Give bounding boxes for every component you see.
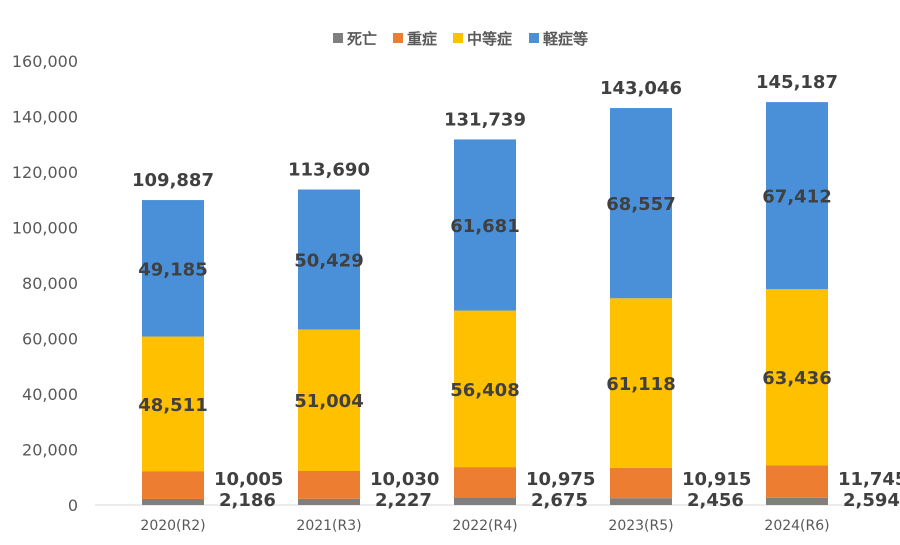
y-tick-label: 60,000: [22, 330, 78, 349]
x-tick-label: 2022(R4): [452, 518, 517, 534]
data-label: 10,975: [526, 469, 595, 490]
bar-segment-軽症等: [766, 102, 828, 290]
data-label: 10,030: [370, 469, 439, 490]
data-label: 2,675: [531, 490, 588, 511]
total-label: 143,046: [600, 78, 682, 99]
data-label: 68,557: [606, 194, 675, 215]
data-label: 2,456: [687, 490, 744, 511]
y-tick-label: 160,000: [12, 52, 78, 71]
legend-label: 中等症: [467, 30, 512, 48]
legend-label: 重症: [407, 30, 437, 48]
bar-segment-軽症等: [142, 200, 204, 337]
x-tick-label: 2023(R5): [608, 518, 673, 534]
x-tick-label: 2021(R3): [296, 518, 361, 534]
bar-segment-中等症: [610, 298, 672, 468]
bar-segment-死亡: [766, 497, 828, 505]
data-label: 56,408: [450, 380, 519, 401]
data-label: 61,118: [606, 374, 675, 395]
y-tick-label: 120,000: [12, 163, 78, 182]
x-tick-label: 2020(R2): [140, 518, 205, 534]
data-label: 63,436: [762, 368, 831, 389]
bar-segment-重症: [142, 471, 204, 499]
legend-swatch-中等症: [453, 33, 463, 43]
bar-segment-軽症等: [298, 189, 360, 330]
y-tick-label: 100,000: [12, 219, 78, 238]
x-tick-label: 2024(R6): [764, 518, 829, 534]
bar-segment-重症: [298, 470, 360, 499]
bar-segment-中等症: [298, 329, 360, 471]
data-label: 49,185: [138, 259, 207, 280]
data-label: 67,412: [762, 187, 831, 208]
legend-swatch-重症: [393, 33, 403, 43]
total-label: 109,887: [132, 170, 214, 191]
y-tick-label: 20,000: [22, 441, 78, 460]
data-label: 10,915: [682, 469, 751, 490]
bar-segment-重症: [610, 467, 672, 499]
data-label: 2,186: [219, 490, 276, 511]
bar-segment-死亡: [610, 498, 672, 505]
legend-label: 死亡: [347, 30, 377, 48]
bar-segment-死亡: [454, 497, 516, 505]
data-label: 11,745: [838, 469, 900, 490]
y-tick-label: 40,000: [22, 385, 78, 404]
bar-segment-重症: [766, 465, 828, 498]
data-label: 10,005: [214, 469, 283, 490]
y-tick-label: 80,000: [22, 274, 78, 293]
y-tick-label: 0: [68, 496, 78, 515]
legend-label: 軽症等: [543, 30, 588, 48]
data-label: 48,511: [138, 395, 207, 416]
bar-segment-重症: [454, 467, 516, 498]
bar-segment-中等症: [142, 336, 204, 472]
data-label: 51,004: [294, 391, 363, 412]
legend-swatch-死亡: [333, 33, 343, 43]
bar-segment-死亡: [298, 498, 360, 505]
data-label: 50,429: [294, 250, 363, 271]
y-tick-label: 140,000: [12, 108, 78, 127]
bar-segment-軽症等: [454, 139, 516, 311]
total-label: 113,690: [288, 160, 370, 181]
total-label: 131,739: [444, 109, 526, 130]
data-label: 2,227: [375, 490, 432, 511]
total-label: 145,187: [756, 72, 838, 93]
bar-segment-中等症: [766, 289, 828, 466]
data-label: 61,681: [450, 216, 519, 237]
bar-segment-軽症等: [610, 108, 672, 299]
bar-segment-中等症: [454, 310, 516, 468]
data-label: 2,594: [843, 490, 900, 511]
legend-swatch-軽症等: [529, 33, 539, 43]
bar-segment-死亡: [142, 498, 204, 505]
